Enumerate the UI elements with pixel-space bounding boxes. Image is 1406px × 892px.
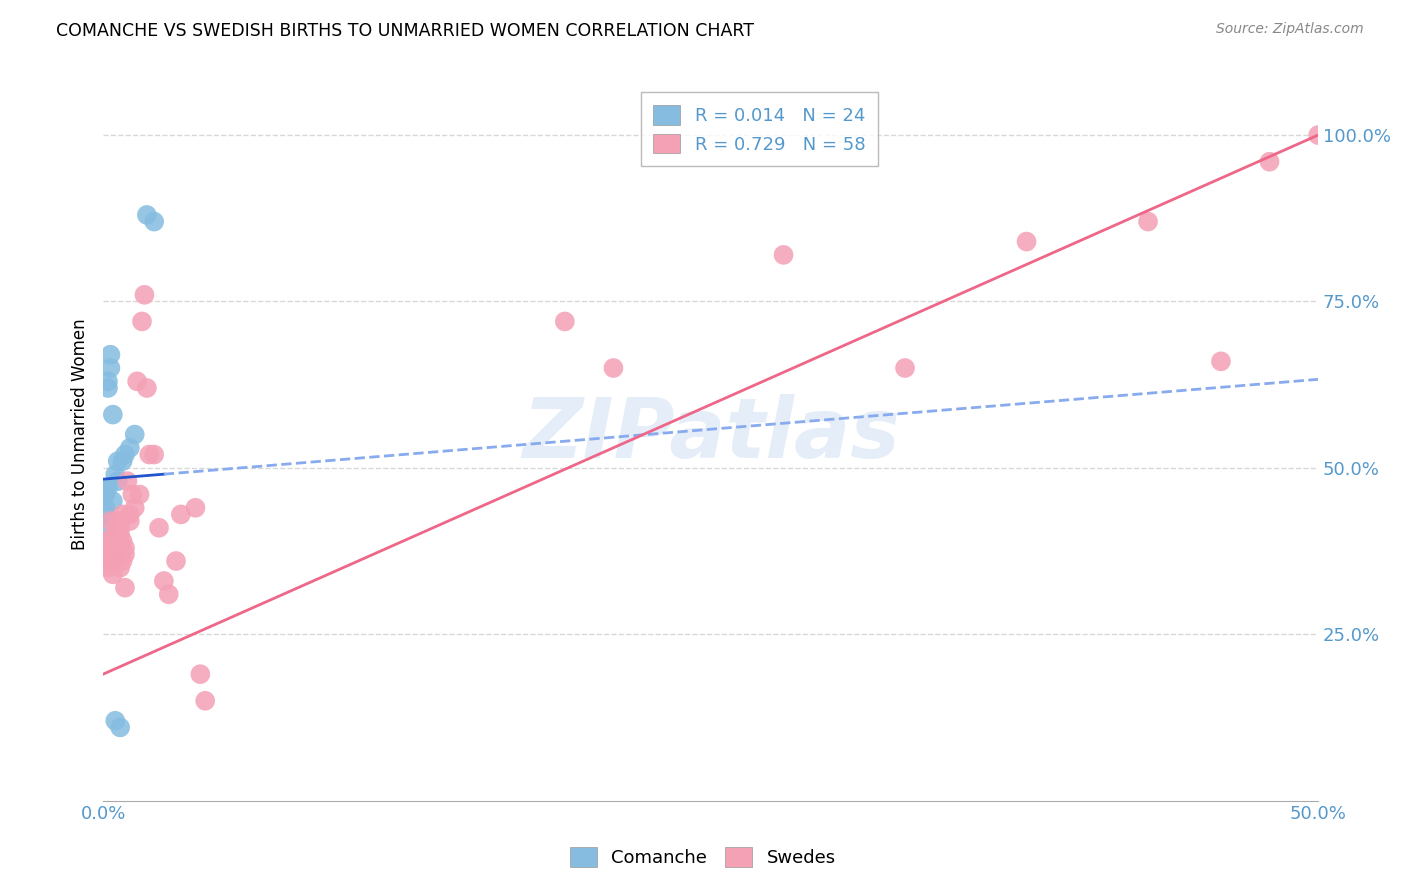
Point (1308, 128, 1330, 142)
Point (97, 374, 120, 388)
Point (101, 554, 124, 568)
Point (100, 547, 122, 561)
Legend: Comanche, Swedes: Comanche, Swedes (562, 839, 844, 874)
Point (143, 214, 166, 228)
Point (107, 514, 129, 528)
Point (121, 487, 143, 501)
Point (100, 534, 122, 549)
Point (107, 454, 129, 468)
Point (1137, 214, 1160, 228)
Point (131, 314, 153, 328)
Point (111, 534, 134, 549)
Point (108, 514, 131, 528)
Point (97, 554, 120, 568)
Text: COMANCHE VS SWEDISH BIRTHS TO UNMARRIED WOMEN CORRELATION CHART: COMANCHE VS SWEDISH BIRTHS TO UNMARRIED … (56, 22, 754, 40)
Point (157, 587, 180, 601)
Point (108, 720, 131, 734)
Point (134, 287, 156, 301)
Point (111, 508, 134, 522)
Point (135, 208, 157, 222)
Point (184, 500, 207, 515)
Point (108, 560, 131, 574)
Point (94, 500, 117, 515)
Point (104, 527, 127, 541)
Point (104, 467, 127, 482)
Point (101, 408, 124, 422)
Point (94, 508, 117, 522)
Point (101, 567, 124, 582)
Point (94, 521, 117, 535)
Point (101, 494, 124, 508)
Point (118, 508, 141, 522)
Point (94, 547, 117, 561)
Point (188, 667, 211, 681)
Point (100, 541, 122, 555)
Point (111, 454, 134, 468)
Point (97, 541, 120, 555)
Point (111, 554, 134, 568)
Point (107, 521, 129, 535)
Point (94, 534, 117, 549)
Point (117, 474, 139, 488)
Point (97, 560, 120, 574)
Point (114, 581, 136, 595)
Point (194, 694, 217, 708)
Point (602, 361, 624, 376)
Point (101, 541, 124, 555)
Y-axis label: Births to Unmarried Women: Births to Unmarried Women (72, 318, 89, 550)
Point (101, 554, 124, 568)
Point (124, 500, 146, 515)
Point (100, 361, 122, 376)
Point (143, 448, 166, 462)
Point (135, 381, 157, 395)
Point (94, 487, 117, 501)
Point (94, 481, 117, 495)
Point (107, 474, 129, 488)
Point (138, 448, 160, 462)
Point (104, 714, 127, 728)
Point (1209, 354, 1232, 368)
Point (772, 248, 794, 262)
Point (124, 427, 146, 442)
Point (554, 314, 576, 328)
Point (148, 521, 170, 535)
Point (153, 574, 176, 588)
Point (894, 361, 917, 376)
Point (165, 554, 187, 568)
Text: Source: ZipAtlas.com: Source: ZipAtlas.com (1216, 22, 1364, 37)
Point (97, 481, 120, 495)
Point (100, 514, 122, 528)
Point (1258, 154, 1281, 169)
Point (108, 527, 131, 541)
Point (94, 554, 117, 568)
Point (1015, 235, 1038, 249)
Point (107, 534, 129, 549)
Point (97, 381, 120, 395)
Point (104, 541, 127, 555)
Point (114, 541, 136, 555)
Point (108, 521, 131, 535)
Point (101, 547, 124, 561)
Point (114, 547, 136, 561)
Point (170, 508, 193, 522)
Point (114, 448, 136, 462)
Point (127, 374, 149, 388)
Text: ZIPatlas: ZIPatlas (522, 394, 900, 475)
Point (118, 441, 141, 455)
Point (100, 348, 122, 362)
Legend: R = 0.014   N = 24, R = 0.729   N = 58: R = 0.014 N = 24, R = 0.729 N = 58 (641, 92, 879, 166)
Point (118, 514, 141, 528)
Point (128, 487, 150, 501)
